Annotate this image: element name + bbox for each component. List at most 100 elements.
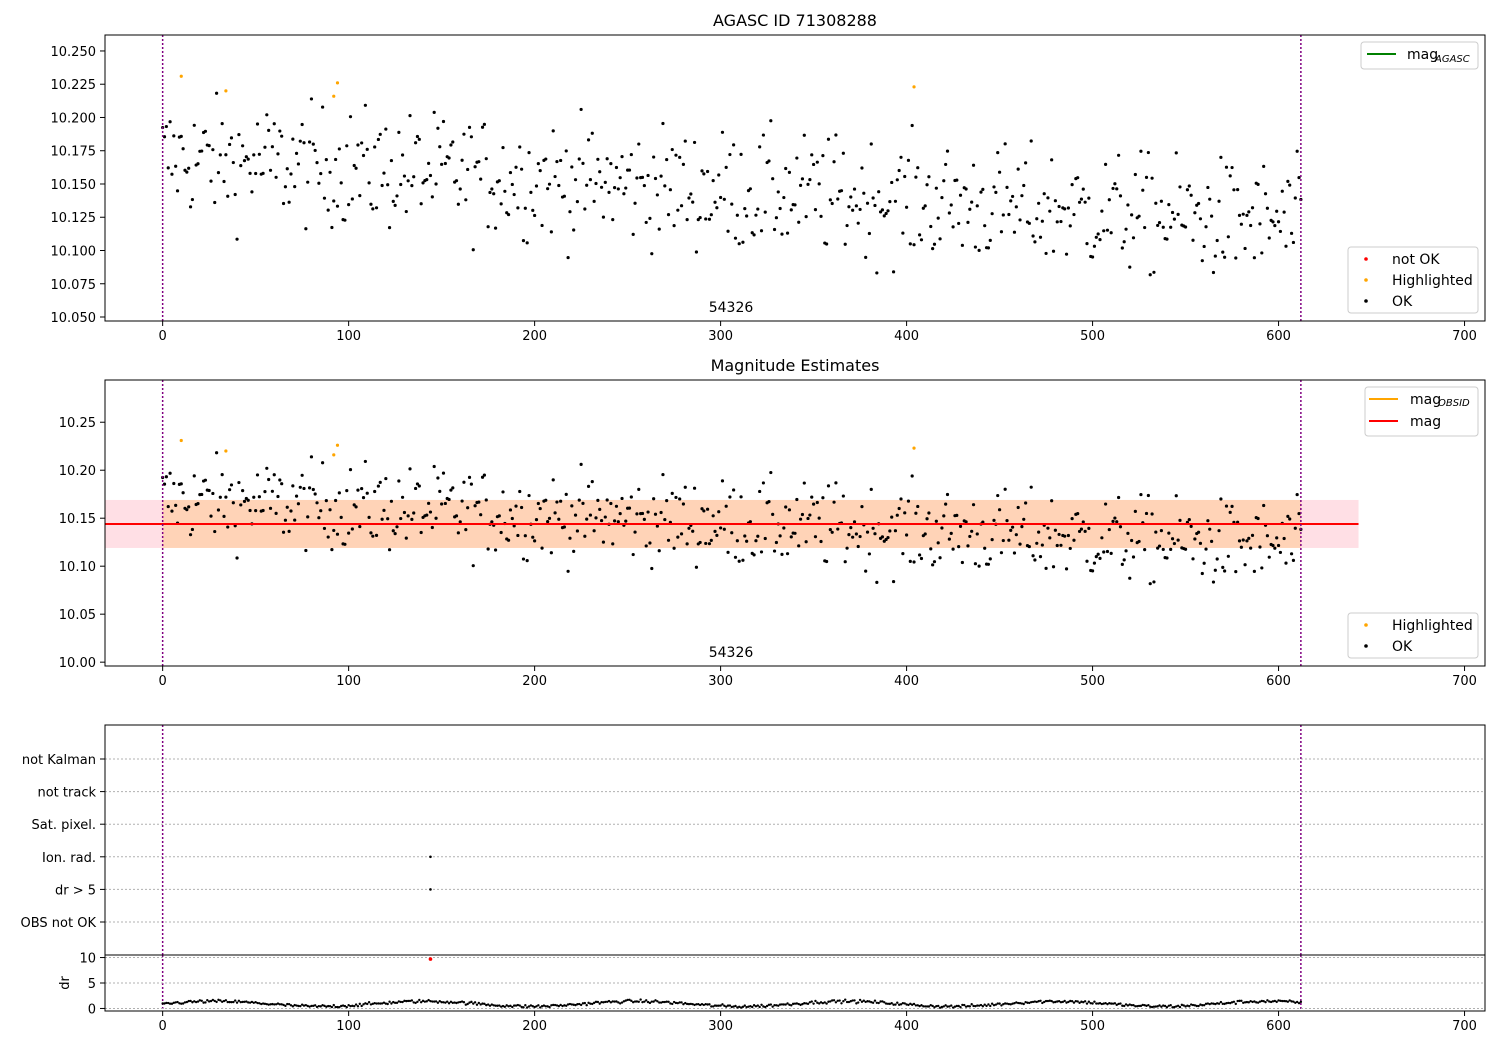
ok-point — [393, 532, 397, 536]
dr-point — [685, 1002, 689, 1006]
ok-point — [179, 482, 183, 486]
ok-point — [970, 529, 974, 533]
dr-point — [559, 1003, 562, 1007]
ok-point — [901, 552, 905, 556]
ok-point — [936, 541, 940, 545]
dr-point — [633, 1000, 637, 1003]
ok-point — [228, 488, 232, 492]
ok-point — [825, 242, 829, 246]
ok-point — [1280, 189, 1284, 193]
ok-point — [698, 540, 702, 545]
dr-point — [672, 1000, 676, 1004]
ok-point — [425, 178, 429, 182]
ok-point — [691, 200, 695, 204]
ok-point — [1044, 251, 1048, 256]
dr-point — [356, 1005, 360, 1008]
dr-point — [425, 1000, 428, 1003]
ok-point — [719, 195, 723, 200]
dr-point — [929, 1003, 932, 1007]
ok-point — [873, 532, 877, 536]
ok-point — [646, 510, 650, 514]
ok-point — [521, 557, 526, 561]
ok-point — [733, 555, 738, 559]
ok-point — [203, 129, 208, 133]
dr-point — [436, 1001, 440, 1004]
dr-point — [851, 999, 854, 1002]
ok-point — [1152, 580, 1156, 584]
dr-point — [328, 1004, 332, 1008]
ok-point — [585, 517, 589, 521]
ok-point — [330, 548, 334, 552]
ok-point — [518, 145, 522, 149]
dr-point — [1100, 1002, 1104, 1006]
dr-point — [427, 998, 430, 1002]
dr-point — [1020, 1002, 1024, 1005]
ok-point — [797, 220, 801, 224]
y-tick-label: 5 — [88, 977, 96, 992]
legend-marker-ok — [1364, 299, 1368, 303]
ok-point — [849, 195, 853, 199]
dr-point — [1165, 1006, 1169, 1009]
dr-point — [834, 1001, 838, 1004]
dr-point — [605, 1000, 609, 1004]
ok-point — [890, 515, 894, 519]
ok-point — [975, 204, 979, 208]
ok-point — [724, 165, 728, 169]
ok-point — [1263, 192, 1268, 196]
ok-point — [1128, 265, 1132, 269]
dr-point — [579, 1003, 583, 1007]
ok-point — [441, 119, 446, 124]
dr-point — [1175, 1005, 1178, 1008]
ok-point — [546, 187, 550, 191]
ok-point — [722, 197, 726, 201]
ok-point — [971, 503, 976, 507]
legend-label-ok: OK — [1392, 294, 1413, 310]
ok-point — [709, 213, 713, 217]
ok-point — [309, 97, 314, 101]
x-tick-label: 100 — [336, 1019, 361, 1034]
ok-point — [1258, 222, 1262, 226]
ok-point — [1187, 518, 1191, 522]
ok-point — [769, 470, 773, 475]
ok-point — [549, 551, 553, 555]
ok-point — [1228, 510, 1232, 514]
dr-point — [1290, 1000, 1293, 1003]
ok-point — [1102, 550, 1106, 554]
ok-point — [432, 464, 436, 469]
ok-point — [754, 213, 758, 217]
ok-point — [877, 190, 881, 194]
ok-point — [663, 184, 667, 188]
ok-point — [360, 141, 364, 145]
dr-point — [1054, 1000, 1057, 1004]
ok-point — [864, 255, 868, 259]
dr-point — [1236, 999, 1239, 1003]
y-tick-label: 10.150 — [51, 178, 97, 193]
ok-point — [830, 201, 834, 206]
ok-point — [373, 489, 377, 494]
ok-point — [1193, 537, 1197, 541]
dr-point — [762, 1005, 765, 1008]
ok-point — [1137, 539, 1141, 544]
ok-point — [1185, 188, 1190, 192]
dr-point — [870, 1001, 873, 1004]
dr-point — [492, 1004, 495, 1007]
ok-point — [1165, 556, 1169, 560]
ok-point — [653, 176, 658, 181]
ok-point — [622, 192, 626, 196]
ok-point — [380, 183, 384, 188]
ok-point — [903, 174, 907, 179]
ok-point — [358, 194, 362, 198]
dr-point — [531, 1005, 534, 1008]
ok-point — [1020, 194, 1024, 198]
dr-point — [226, 1000, 229, 1004]
dr-point — [907, 1003, 910, 1007]
ok-point — [1053, 199, 1057, 203]
dr-point — [1113, 1002, 1117, 1005]
dr-point — [1197, 1004, 1200, 1008]
dr-point — [1264, 1000, 1267, 1004]
ok-point — [376, 484, 380, 488]
ok-point — [1226, 554, 1230, 558]
dr-point — [724, 1005, 728, 1008]
dr-point — [1122, 1004, 1126, 1008]
dr-point — [866, 1000, 869, 1003]
